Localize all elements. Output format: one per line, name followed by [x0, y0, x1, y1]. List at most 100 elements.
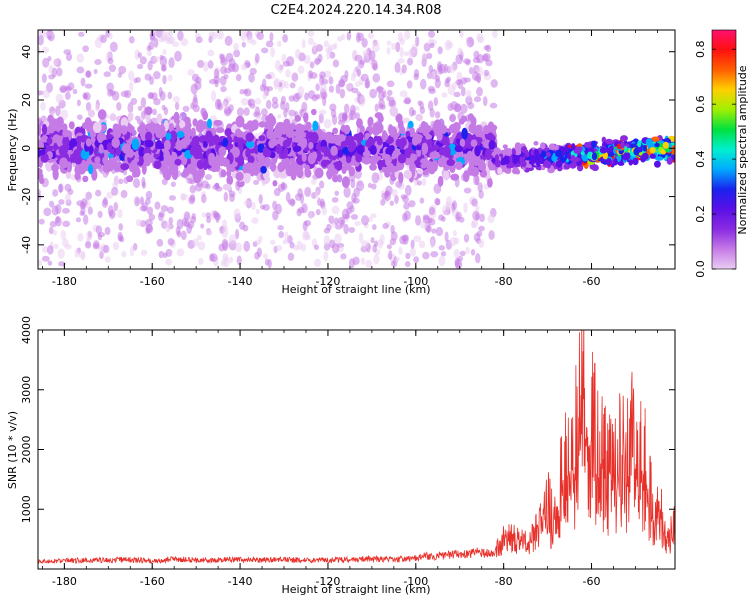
spectrogram-cell: [395, 41, 401, 53]
spectrogram-cell: [277, 136, 285, 145]
spectrogram-cell: [108, 157, 118, 167]
spectrogram-cell: [228, 234, 237, 245]
spectrogram-cell: [133, 77, 138, 84]
spectrogram-cell: [343, 186, 351, 198]
spectrogram-cell: [471, 219, 479, 229]
spectrogram-cell: [346, 201, 354, 210]
y-tick-label: 40: [20, 45, 33, 59]
spectrogram-cell: [126, 125, 135, 133]
spectrogram-cell: [301, 152, 307, 162]
spectrogram-cell: [260, 204, 266, 210]
spectrogram-cell: [399, 47, 404, 58]
spectrogram-cell: [38, 46, 41, 56]
spectrogram-cell: [223, 191, 229, 202]
spectrogram-cell: [262, 91, 267, 100]
spectrogram-cell: [229, 256, 234, 264]
spectrogram-cell: [112, 241, 120, 251]
spectrogram-cell: [262, 253, 268, 259]
spectrogram-cell: [202, 110, 209, 121]
spectrogram-cell: [545, 152, 551, 157]
spectrogram-cell: [473, 96, 482, 103]
spectrogram-cell: [286, 56, 295, 67]
spectrogram-cell: [191, 73, 200, 82]
spectrogram-cell: [330, 44, 336, 50]
spectrogram-cell: [156, 113, 163, 124]
spectrogram-cell: [94, 58, 102, 66]
spectrogram-cell: [335, 160, 343, 171]
spectrogram-cell: [382, 132, 389, 141]
spectrogram-cell: [275, 203, 282, 215]
spectrogram-cell: [64, 183, 72, 192]
spectrogram-cell: [142, 152, 152, 164]
spectrogram-cell: [416, 168, 424, 175]
spectrogram-cell: [314, 190, 320, 198]
spectrogram-cell: [81, 122, 89, 130]
spectrogram-cell: [106, 82, 114, 92]
spectrogram-cell: [108, 64, 117, 73]
spectrogram-cell: [208, 155, 217, 167]
spectrogram-cell: [613, 158, 618, 166]
spectrogram-cell: [111, 90, 120, 101]
spectrogram-cell: [216, 98, 222, 109]
x-tick-label: -120: [315, 575, 340, 588]
spectrogram-cell: [68, 121, 75, 130]
spectrogram-cell: [428, 30, 436, 38]
spectrogram-cell: [520, 146, 528, 153]
spectrogram-cell: [323, 250, 329, 262]
spectrogram-cell: [254, 106, 261, 117]
x-tick-label: -140: [228, 275, 253, 288]
spectrogram-cell: [404, 30, 411, 41]
spectrogram-cell: [372, 73, 381, 83]
spectrogram-cell: [117, 208, 123, 219]
spectrogram-cell: [64, 243, 72, 250]
spectrogram-cell: [297, 65, 305, 74]
spectrogram-cell: [52, 189, 59, 197]
spectrogram-cell: [120, 117, 129, 129]
spectrogram-cell: [235, 128, 242, 138]
spectrogram-cell: [117, 72, 123, 78]
spectrogram-cell: [462, 58, 471, 64]
spectrogram-cell: [47, 31, 55, 37]
spectrogram-cell: [278, 231, 285, 239]
spectrogram-cell: [79, 210, 85, 216]
spectrogram-cell: [490, 123, 497, 134]
spectrogram-cell: [116, 102, 122, 111]
spectrogram-cell: [158, 250, 165, 259]
spectrogram-cell: [300, 243, 307, 252]
spectrogram-cell: [133, 178, 141, 189]
spectrogram-cell: [428, 218, 436, 226]
spectrogram-cell: [118, 178, 124, 185]
spectrogram-cell: [291, 72, 299, 82]
spectrogram-cell: [139, 205, 148, 212]
spectrogram-cell: [62, 207, 70, 214]
spectrogram-cell: [236, 180, 245, 188]
spectrogram-cell: [334, 233, 342, 244]
spectrogram-cell: [222, 183, 232, 191]
spectrogram-cell: [38, 123, 42, 136]
y-tick-label: -40: [20, 236, 33, 254]
spectrogram-cell: [285, 127, 294, 139]
spectrogram-cell: [273, 188, 281, 197]
spectrogram-cell: [433, 97, 439, 107]
spectrogram-cell: [328, 85, 335, 93]
spectrogram-cell: [350, 214, 359, 220]
spectrogram-cell: [563, 163, 571, 170]
spectrogram-cell: [55, 93, 64, 104]
spectrogram-cell: [140, 196, 145, 206]
spectrogram-cell: [555, 149, 563, 158]
spectrogram-cell: [210, 90, 217, 102]
spectrogram-cell: [95, 189, 102, 197]
spectrogram-cell: [474, 174, 480, 186]
spectrogram-cell: [590, 140, 597, 148]
spectrogram-cell: [331, 243, 340, 254]
spectrogram-cell: [350, 179, 356, 189]
spectrogram-cell: [386, 166, 395, 173]
spectrogram-cell: [46, 137, 53, 145]
spectrogram-cell: [406, 80, 413, 89]
snr-axes: -180 -160 -140 -120 -100 -80 -60 1000 2000 3000 40…: [20, 316, 675, 588]
spectrogram-cell: [455, 211, 462, 220]
spectrogram-cell: [165, 132, 172, 141]
spectrogram-cell: [98, 245, 104, 252]
spectrogram-cell: [438, 255, 446, 267]
spectrogram-cell: [367, 182, 372, 188]
